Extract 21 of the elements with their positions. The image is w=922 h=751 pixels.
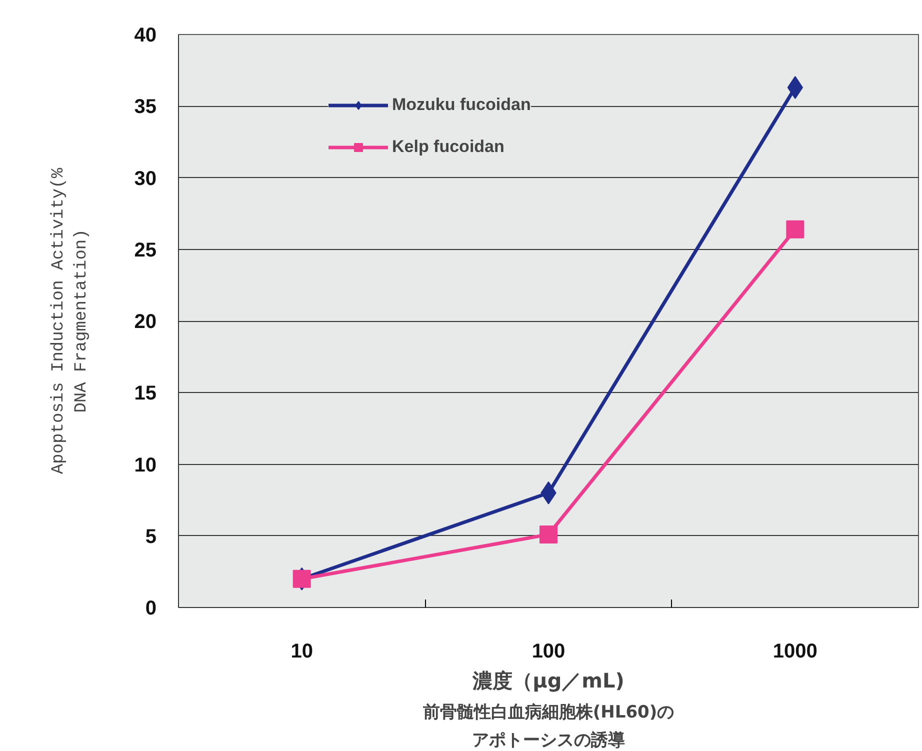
y-tick-label: 0 xyxy=(145,598,156,620)
point xyxy=(292,570,311,588)
x-tick-label: 1000 xyxy=(772,640,818,662)
text: アポトーシスの誘導 xyxy=(472,730,625,750)
y-axis-title: Apoptosis Induction Activity(% DNA Fragmentation) xyxy=(49,167,92,474)
point xyxy=(540,525,558,544)
legend-label: Mozuku fucoidan xyxy=(392,95,531,115)
y-tick-label: 10 xyxy=(134,454,157,476)
y-tick-label: 30 xyxy=(134,168,157,190)
y-tick-label: 5 xyxy=(145,526,156,548)
x-axis-title: 濃度（μg／mL) xyxy=(472,668,624,692)
y-tick-label: 25 xyxy=(134,239,157,262)
legend-label: Kelp fucoidan xyxy=(392,137,504,157)
y-tick-label: 40 xyxy=(134,24,157,46)
y-tick-label: 15 xyxy=(134,382,157,405)
y-tick-label: 20 xyxy=(134,311,157,333)
text: 前骨髄性白血病細胞株(HL60)の xyxy=(422,702,674,722)
point xyxy=(786,220,804,238)
x-tick-label: 10 xyxy=(290,640,313,662)
y-tick-label: 35 xyxy=(134,96,157,118)
x-tick-label: 100 xyxy=(532,640,566,662)
